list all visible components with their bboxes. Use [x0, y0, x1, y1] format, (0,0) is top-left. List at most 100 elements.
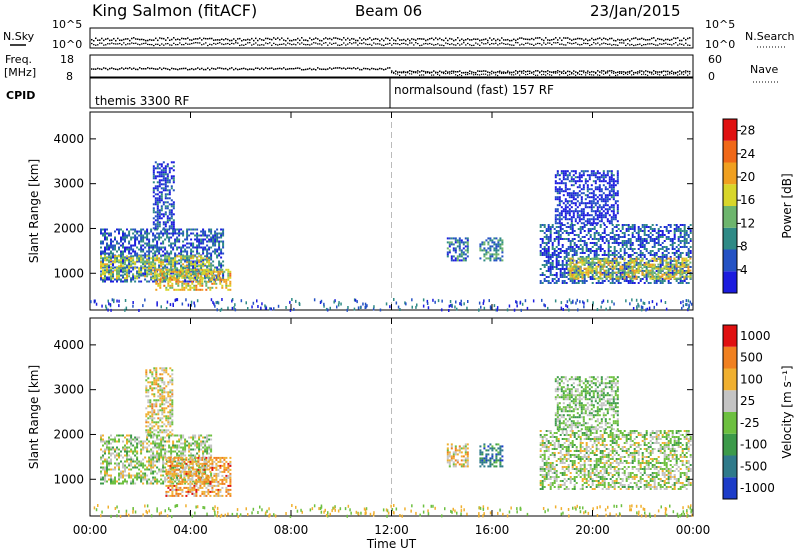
range-cell [558, 214, 561, 217]
nave-point [619, 72, 621, 75]
range-cell [215, 286, 218, 289]
noise-point [339, 38, 341, 40]
range-cell [156, 175, 159, 178]
range-cell [148, 248, 151, 251]
range-cell [160, 261, 163, 264]
noise-point [297, 37, 299, 40]
range-cell [683, 275, 686, 278]
range-cell [183, 282, 186, 285]
range-cell [156, 213, 159, 216]
range-cell [134, 267, 137, 270]
noise-point [399, 43, 401, 46]
range-cell [641, 252, 644, 254]
noise-point [529, 43, 531, 45]
range-cell [604, 176, 607, 179]
range-cell [589, 224, 592, 226]
range-cell [681, 269, 684, 272]
noise-point [487, 39, 489, 42]
range-cell [198, 244, 201, 247]
range-cell [116, 240, 118, 243]
range-cell [643, 265, 646, 268]
nave-point [645, 73, 647, 76]
range-cell [195, 284, 198, 287]
range-cell [600, 208, 603, 211]
range-cell [160, 230, 163, 233]
range-cell [452, 247, 455, 250]
noise-point [447, 39, 449, 42]
range-cell [557, 236, 560, 238]
range-cell [578, 176, 581, 179]
range-cell [625, 276, 628, 278]
range-cell [603, 236, 606, 238]
range-cell [132, 268, 135, 271]
range-cell [592, 206, 595, 209]
range-cell [591, 257, 594, 260]
range-cell [172, 207, 175, 210]
range-cell [543, 226, 546, 228]
noise-point [341, 44, 343, 46]
range-cell [588, 200, 591, 203]
noise-point [639, 38, 641, 40]
range-cell [564, 186, 567, 189]
range-cell [225, 280, 228, 283]
range-cell [639, 254, 642, 256]
range-cell [619, 277, 622, 280]
range-cell [587, 254, 590, 256]
range-cell [187, 282, 190, 285]
noise-point [111, 42, 113, 44]
range-cell [158, 217, 161, 220]
range-cell [481, 243, 484, 246]
range-cell [566, 174, 569, 177]
freq-point [139, 67, 141, 69]
freq-point [555, 70, 557, 73]
range-cell [160, 207, 163, 210]
range-cell [611, 232, 614, 234]
range-cell [208, 265, 211, 268]
range-cell [639, 240, 642, 242]
range-cell [578, 190, 581, 193]
range-cell [595, 254, 598, 256]
freq-point [689, 70, 691, 73]
range-cell [588, 222, 591, 225]
noise-point [111, 39, 113, 41]
range-cell [491, 241, 494, 244]
range-cell [168, 277, 171, 280]
range-cell [106, 259, 108, 262]
nave-point [425, 72, 427, 74]
range-cell [653, 252, 656, 254]
range-cell [569, 228, 572, 230]
range-cell [581, 271, 584, 274]
range-cell [602, 172, 605, 175]
range-cell [108, 278, 110, 281]
range-cell [174, 238, 177, 241]
freq-point [249, 68, 251, 70]
range-cell [495, 247, 498, 250]
noise-point [119, 42, 121, 45]
range-cell [218, 232, 221, 235]
range-cell [110, 271, 112, 274]
range-cell [643, 273, 646, 276]
range-cell [675, 265, 678, 268]
range-cell [582, 172, 585, 175]
noise-point [209, 37, 211, 40]
nave-point [565, 72, 567, 75]
noise-point [613, 39, 615, 42]
range-cell [222, 272, 225, 275]
range-cell [655, 273, 658, 276]
range-cell [171, 278, 174, 281]
noise-point [527, 42, 529, 44]
freq-point [529, 70, 531, 73]
range-cell [591, 282, 594, 284]
noise-point [395, 39, 397, 42]
noise-point [395, 43, 397, 45]
range-cell [629, 257, 632, 260]
noise-point [581, 43, 583, 46]
range-cell [683, 226, 686, 228]
range-cell [160, 232, 163, 235]
range-cell [584, 180, 587, 183]
range-cell [210, 252, 213, 255]
range-cell [170, 217, 173, 220]
range-cell [675, 263, 678, 266]
range-cell [148, 232, 151, 235]
range-cell [209, 288, 212, 291]
